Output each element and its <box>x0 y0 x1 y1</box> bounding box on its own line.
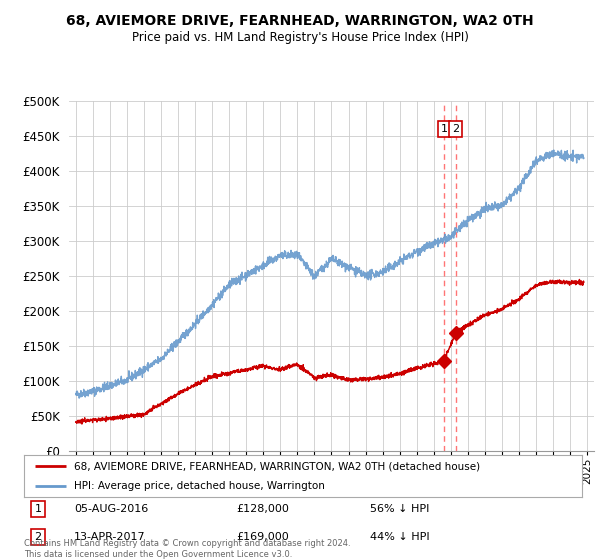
Text: 68, AVIEMORE DRIVE, FEARNHEAD, WARRINGTON, WA2 0TH: 68, AVIEMORE DRIVE, FEARNHEAD, WARRINGTO… <box>66 14 534 28</box>
Text: HPI: Average price, detached house, Warrington: HPI: Average price, detached house, Warr… <box>74 481 325 491</box>
Text: 44% ↓ HPI: 44% ↓ HPI <box>370 531 430 542</box>
Text: 68, AVIEMORE DRIVE, FEARNHEAD, WARRINGTON, WA2 0TH (detached house): 68, AVIEMORE DRIVE, FEARNHEAD, WARRINGTO… <box>74 461 481 472</box>
Text: 56% ↓ HPI: 56% ↓ HPI <box>370 504 430 514</box>
Text: 2: 2 <box>452 124 459 134</box>
Text: 1: 1 <box>34 504 41 514</box>
Text: 05-AUG-2016: 05-AUG-2016 <box>74 504 148 514</box>
Text: £169,000: £169,000 <box>236 531 289 542</box>
Text: Contains HM Land Registry data © Crown copyright and database right 2024.
This d: Contains HM Land Registry data © Crown c… <box>24 539 350 559</box>
Text: 2: 2 <box>34 531 41 542</box>
Text: 13-APR-2017: 13-APR-2017 <box>74 531 146 542</box>
Text: £128,000: £128,000 <box>236 504 289 514</box>
Text: Price paid vs. HM Land Registry's House Price Index (HPI): Price paid vs. HM Land Registry's House … <box>131 31 469 44</box>
Text: 1: 1 <box>440 124 448 134</box>
